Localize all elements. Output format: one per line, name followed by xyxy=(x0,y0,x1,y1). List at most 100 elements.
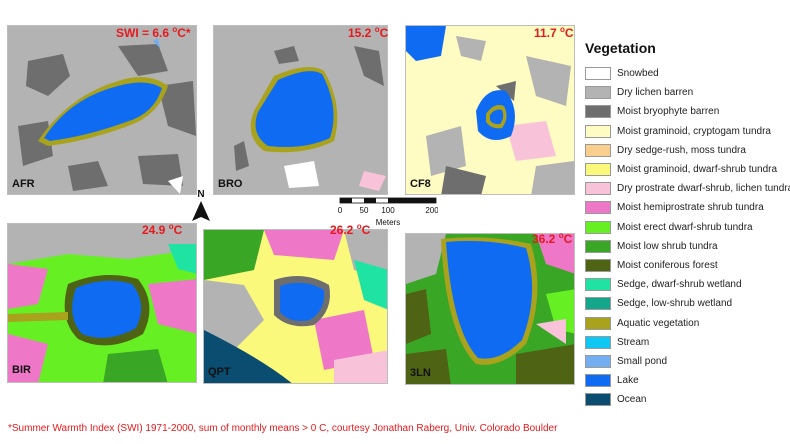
scale-tick: 100 xyxy=(381,206,395,215)
temp-unit: C xyxy=(563,232,573,246)
legend-label: Moist erect dwarf-shrub tundra xyxy=(617,221,753,233)
legend-swatch xyxy=(585,182,611,196)
legend-label: Moist graminoid, cryptogam tundra xyxy=(617,125,771,137)
site-label: QPT xyxy=(208,366,231,378)
legend-swatch xyxy=(585,297,611,311)
swi-temperature: SWI = 6.6 oC* xyxy=(116,25,191,40)
legend-item: Snowbed xyxy=(585,64,785,83)
map-panel-bir: BIR xyxy=(7,223,197,383)
degree-symbol: o xyxy=(374,25,380,34)
legend-item: Moist bryophyte barren xyxy=(585,102,785,121)
site-label: AFR xyxy=(12,178,35,190)
swi-temperature: 26.2 oC xyxy=(330,222,370,237)
vegetation-legend: Vegetation Snowbed Dry lichen barren Moist… xyxy=(585,40,790,409)
legend-label: Sedge, dwarf-shrub wetland xyxy=(617,279,742,291)
degree-symbol: o xyxy=(558,231,564,240)
legend-swatch xyxy=(585,316,611,330)
legend-item: Sedge, dwarf-shrub wetland xyxy=(585,275,785,294)
temp-unit: C xyxy=(379,26,389,40)
temp-unit: C* xyxy=(177,26,191,40)
legend-item: Dry lichen barren xyxy=(585,83,785,102)
legend-label: Aquatic vegetation xyxy=(617,317,700,329)
map-panel-bro: BRO xyxy=(213,25,388,195)
temp-unit: C xyxy=(564,26,574,40)
legend-swatch xyxy=(585,354,611,368)
scale-tick: 0 xyxy=(338,206,343,215)
degree-symbol: o xyxy=(560,25,565,34)
legend-item: Stream xyxy=(585,333,785,352)
legend-label: Small pond xyxy=(617,355,668,367)
legend-label: Moist low shrub tundra xyxy=(617,240,718,252)
legend-item: Ocean xyxy=(585,390,785,409)
legend-item: Moist graminoid, cryptogam tundra xyxy=(585,122,785,141)
temp-value: 26.2 xyxy=(330,223,357,237)
legend-item: Moist graminoid, dwarf-shrub tundra xyxy=(585,160,785,179)
legend-label: Ocean xyxy=(617,394,647,406)
legend-item: Moist hemiprostrate shrub tundra xyxy=(585,198,785,217)
north-arrow: N xyxy=(190,187,212,235)
temp-value: 36.2 xyxy=(532,232,559,246)
legend-label: Dry lichen barren xyxy=(617,87,694,99)
legend-swatch xyxy=(585,86,611,100)
legend-swatch xyxy=(585,201,611,215)
qpt-vegetation-map xyxy=(204,230,387,383)
temp-value: SWI = 6.6 xyxy=(116,26,173,40)
map-panel-qpt: QPT xyxy=(203,229,388,384)
legend-label: Stream xyxy=(617,336,650,348)
legend-label: Dry prostrate dwarf-shrub, lichen tundra xyxy=(617,183,790,195)
bro-vegetation-map xyxy=(214,26,387,194)
afr-vegetation-map xyxy=(8,26,196,194)
legend-swatch xyxy=(585,67,611,81)
legend-item: Moist erect dwarf-shrub tundra xyxy=(585,218,785,237)
footnote: *Summer Warmth Index (SWI) 1971-2000, su… xyxy=(8,423,558,434)
legend-swatch xyxy=(585,278,611,292)
legend-label: Moist bryophyte barren xyxy=(617,106,720,118)
legend-items: Snowbed Dry lichen barren Moist bryophyte … xyxy=(585,64,790,409)
legend-swatch xyxy=(585,163,611,177)
swi-temperature: 15.2 oC xyxy=(348,25,388,40)
scale-tick: 50 xyxy=(360,206,369,215)
map-panel-cf8: CF8 xyxy=(405,25,575,195)
legend-item: Moist low shrub tundra xyxy=(585,237,785,256)
temp-unit: C xyxy=(361,223,371,237)
legend-item: Dry sedge-rush, moss tundra xyxy=(585,141,785,160)
legend-label: Moist graminoid, dwarf-shrub tundra xyxy=(617,164,778,176)
legend-swatch xyxy=(585,143,611,157)
degree-symbol: o xyxy=(356,222,362,231)
3ln-vegetation-map xyxy=(406,234,574,384)
legend-label: Moist hemiprostrate shrub tundra xyxy=(617,202,764,214)
scale-tick: 200 xyxy=(425,206,438,215)
legend-swatch xyxy=(585,393,611,407)
legend-swatch xyxy=(585,258,611,272)
north-label: N xyxy=(197,189,204,200)
temp-unit: C xyxy=(173,223,183,237)
map-panel-afr: AFR xyxy=(7,25,197,195)
legend-swatch xyxy=(585,220,611,234)
temp-value: 15.2 xyxy=(348,26,375,40)
scale-bar: 0 50 100 200 Meters xyxy=(338,196,439,230)
swi-temperature: 11.7 oC xyxy=(534,25,574,40)
site-label: BIR xyxy=(12,364,31,376)
cf8-vegetation-map xyxy=(406,26,574,194)
legend-label: Snowbed xyxy=(617,68,659,80)
legend-label: Lake xyxy=(617,375,639,387)
legend-label: Sedge, low-shrub wetland xyxy=(617,298,733,310)
legend-swatch xyxy=(585,335,611,349)
legend-label: Moist coniferous forest xyxy=(617,259,718,271)
degree-symbol: o xyxy=(172,25,178,34)
site-label: BRO xyxy=(218,178,243,190)
site-label: 3LN xyxy=(410,367,431,379)
legend-title: Vegetation xyxy=(585,40,656,56)
legend-item: Moist coniferous forest xyxy=(585,256,785,275)
swi-temperature: 24.9 oC xyxy=(142,222,182,237)
legend-swatch xyxy=(585,239,611,253)
legend-item: Dry prostrate dwarf-shrub, lichen tundra xyxy=(585,179,790,198)
temp-value: 24.9 xyxy=(142,223,169,237)
legend-label: Dry sedge-rush, moss tundra xyxy=(617,144,746,156)
temp-value: 11.7 xyxy=(534,26,561,40)
swi-temperature: 36.2 oC xyxy=(532,231,572,246)
legend-swatch xyxy=(585,374,611,388)
site-label: CF8 xyxy=(410,178,431,190)
legend-swatch xyxy=(585,124,611,138)
degree-symbol: o xyxy=(168,222,174,231)
